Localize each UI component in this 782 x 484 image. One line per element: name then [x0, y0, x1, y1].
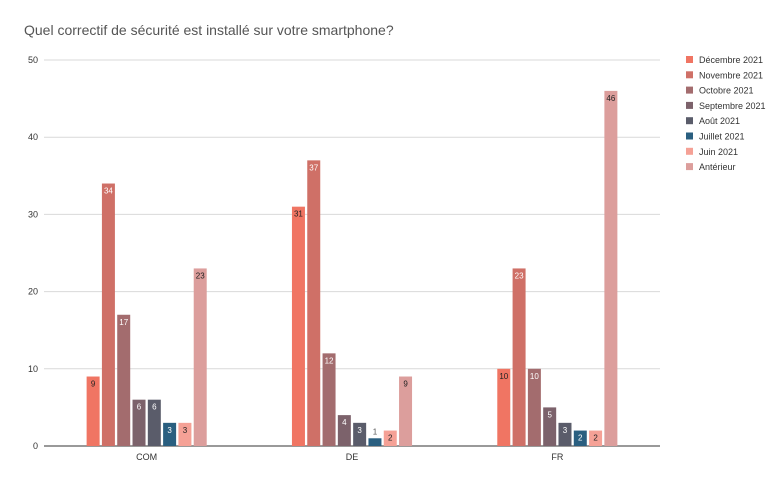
bar — [86, 376, 100, 446]
bar — [383, 430, 397, 446]
bar — [132, 399, 146, 446]
bar — [322, 353, 336, 446]
bar — [558, 422, 572, 446]
data-label: 6 — [137, 403, 142, 412]
legend: Décembre 2021 Novembre 2021 Octobre 2021 Se… — [686, 55, 766, 172]
gridlines — [44, 59, 660, 447]
bar — [117, 314, 131, 446]
data-label: 37 — [309, 163, 318, 172]
data-label: 9 — [403, 380, 408, 389]
data-label: 10 — [499, 372, 508, 381]
data-label: 9 — [91, 380, 96, 389]
bar — [101, 183, 115, 446]
x-tick-label: FR — [551, 452, 563, 462]
bar — [337, 415, 351, 446]
bar — [497, 368, 511, 446]
data-label: 12 — [325, 356, 334, 365]
bar — [573, 430, 587, 446]
bars — [86, 90, 618, 447]
data-label: 3 — [563, 426, 568, 435]
legend-swatch — [686, 101, 693, 109]
data-label: 1 — [373, 427, 378, 436]
legend-swatch — [686, 86, 693, 94]
chart-title: Quel correctif de sécurité est installé … — [24, 22, 394, 38]
data-label: 10 — [530, 372, 539, 381]
bar — [178, 422, 192, 446]
legend-label: Septembre 2021 — [699, 101, 766, 111]
bar — [368, 438, 382, 446]
data-label: 31 — [294, 210, 303, 219]
y-tick-label: 40 — [28, 132, 38, 142]
bar — [604, 90, 618, 446]
bar — [193, 268, 207, 446]
legend-swatch — [686, 56, 693, 63]
legend-swatch — [686, 163, 693, 171]
data-label: 2 — [388, 434, 393, 443]
bar — [307, 160, 321, 447]
data-label: 46 — [606, 94, 615, 103]
legend-label: Juin 2021 — [699, 147, 738, 157]
x-axis-ticks: COM DE FR — [136, 452, 564, 462]
bar — [512, 268, 526, 446]
data-label: 3 — [167, 426, 172, 435]
data-label: 6 — [152, 403, 157, 412]
bar — [543, 407, 557, 446]
bar — [399, 376, 413, 446]
legend-label: Antérieur — [699, 162, 736, 172]
legend-swatch — [686, 147, 693, 155]
data-label: 3 — [357, 426, 362, 435]
data-label: 3 — [183, 426, 188, 435]
data-label: 4 — [342, 418, 347, 427]
data-label: 2 — [578, 434, 583, 443]
data-label: 5 — [547, 410, 552, 419]
x-tick-label: DE — [346, 452, 359, 462]
bar — [589, 430, 603, 446]
legend-label: Décembre 2021 — [699, 55, 763, 65]
legend-swatch — [686, 132, 693, 140]
y-tick-label: 50 — [28, 55, 38, 65]
data-label: 23 — [196, 271, 205, 280]
data-label: 23 — [515, 271, 524, 280]
data-label: 17 — [119, 318, 128, 327]
bar — [353, 422, 367, 446]
legend-label: Octobre 2021 — [699, 86, 754, 96]
y-tick-label: 20 — [28, 287, 38, 297]
legend-label: Août 2021 — [699, 116, 740, 126]
y-axis-ticks: 0 10 20 30 40 50 — [28, 55, 38, 451]
data-label: 2 — [593, 434, 598, 443]
bar — [147, 399, 161, 446]
bar — [291, 206, 305, 446]
y-tick-label: 30 — [28, 209, 38, 219]
legend-label: Novembre 2021 — [699, 70, 763, 80]
y-tick-label: 10 — [28, 364, 38, 374]
x-tick-label: COM — [136, 452, 157, 462]
legend-label: Juillet 2021 — [699, 132, 745, 142]
bar — [163, 422, 177, 446]
legend-swatch — [686, 71, 693, 79]
y-tick-label: 0 — [33, 441, 38, 451]
legend-swatch — [686, 117, 693, 125]
data-label: 34 — [104, 187, 113, 196]
bar — [527, 368, 541, 446]
